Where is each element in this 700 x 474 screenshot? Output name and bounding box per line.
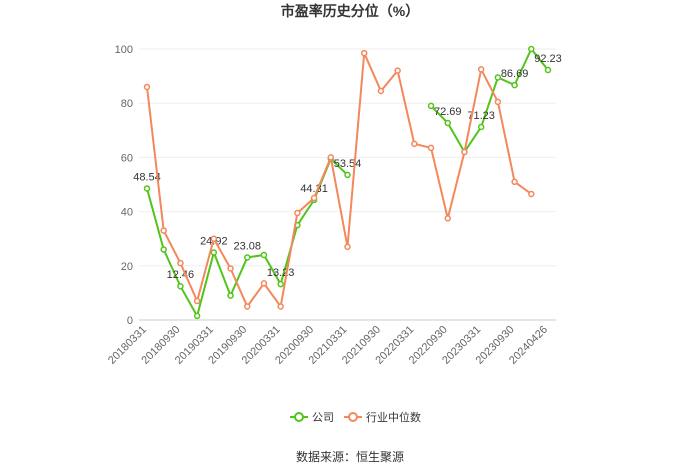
- point: [244, 303, 251, 310]
- point: [260, 251, 268, 259]
- point: [494, 74, 502, 81]
- point: [210, 235, 218, 242]
- data-label: 86.69: [501, 68, 529, 80]
- data-label: 72.69: [434, 106, 462, 118]
- point: [177, 282, 184, 290]
- point: [427, 144, 435, 152]
- point: [160, 246, 167, 253]
- point: [544, 66, 552, 74]
- point: [377, 87, 385, 95]
- point: [160, 227, 167, 234]
- point: [511, 178, 518, 186]
- y-tick-label: 80: [121, 98, 133, 110]
- y-tick-label: 40: [121, 207, 133, 219]
- point: [394, 67, 401, 74]
- series-line: [146, 52, 532, 309]
- point: [511, 81, 518, 89]
- point: [143, 185, 151, 192]
- point: [327, 154, 335, 161]
- point: [344, 171, 351, 179]
- data-label: 92.23: [534, 53, 562, 65]
- point: [277, 280, 284, 288]
- point: [210, 249, 218, 256]
- point: [227, 265, 234, 272]
- point: [277, 303, 284, 310]
- legend-marker: [294, 412, 304, 422]
- y-tick-label: 20: [121, 261, 133, 273]
- y-tick-label: 100: [115, 44, 133, 56]
- y-tick-label: 60: [121, 152, 133, 164]
- legend-label: 公司: [312, 412, 334, 424]
- point: [177, 259, 184, 267]
- point: [360, 49, 368, 57]
- point: [477, 123, 485, 131]
- point: [444, 119, 451, 127]
- point: [310, 194, 318, 202]
- point: [244, 254, 251, 261]
- point: [528, 190, 535, 198]
- y-tick-label: 0: [127, 315, 133, 327]
- source: 数据来源：恒生聚源: [296, 449, 404, 464]
- data-label: 48.54: [133, 171, 161, 183]
- data-label: 23.08: [233, 240, 261, 252]
- point: [494, 98, 502, 106]
- data-label: 44.31: [300, 183, 328, 195]
- data-label: 13.23: [267, 267, 295, 279]
- data-label: 53.54: [334, 158, 362, 170]
- point: [193, 297, 201, 305]
- point: [477, 66, 485, 73]
- point: [193, 312, 201, 320]
- legend-marker: [348, 412, 358, 422]
- point: [427, 102, 435, 110]
- legend-label: 行业中位数: [366, 410, 421, 424]
- series-line: [146, 47, 549, 319]
- point: [227, 292, 234, 299]
- point: [444, 215, 451, 222]
- point: [528, 45, 535, 53]
- point: [143, 83, 151, 91]
- point: [344, 243, 351, 251]
- point: [294, 209, 301, 217]
- data-label: 71.23: [467, 110, 495, 122]
- point: [461, 148, 468, 156]
- chart-title: 市盈率历史分位（%）: [281, 3, 419, 19]
- data-label: 12.46: [167, 269, 195, 281]
- point: [411, 140, 418, 148]
- point: [260, 280, 268, 287]
